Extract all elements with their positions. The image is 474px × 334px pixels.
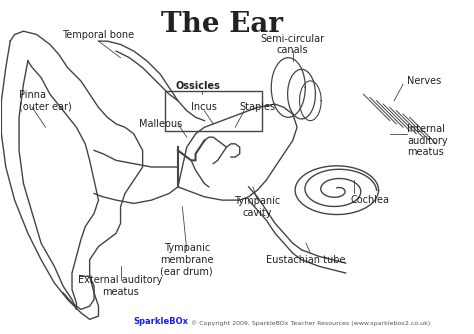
Text: External auditory
meatus: External auditory meatus: [78, 276, 163, 297]
Text: Internal
auditory
meatus: Internal auditory meatus: [408, 124, 448, 157]
Text: Eustachian tube: Eustachian tube: [266, 255, 346, 265]
Text: Tympanic
cavity: Tympanic cavity: [234, 196, 281, 217]
Text: Malleous: Malleous: [139, 119, 182, 129]
Text: Nerves: Nerves: [408, 76, 442, 86]
Text: Semi-circular
canals: Semi-circular canals: [261, 34, 325, 55]
Text: Cochlea: Cochlea: [350, 195, 389, 205]
Text: SparkleBOx: SparkleBOx: [134, 317, 189, 326]
Text: Staples: Staples: [240, 103, 276, 112]
Text: The Ear: The Ear: [161, 11, 283, 38]
Text: Incus: Incus: [191, 103, 218, 112]
Text: Temporal bone: Temporal bone: [63, 29, 135, 39]
Text: Pinna
(outer ear): Pinna (outer ear): [19, 90, 72, 112]
Text: © Copyright 2009, SparkleBOx Teacher Resources (www.sparklebox2.co.uk): © Copyright 2009, SparkleBOx Teacher Res…: [191, 320, 430, 326]
Text: Tympanic
membrane
(ear drum): Tympanic membrane (ear drum): [160, 243, 213, 276]
Text: Ossicles: Ossicles: [175, 81, 220, 91]
